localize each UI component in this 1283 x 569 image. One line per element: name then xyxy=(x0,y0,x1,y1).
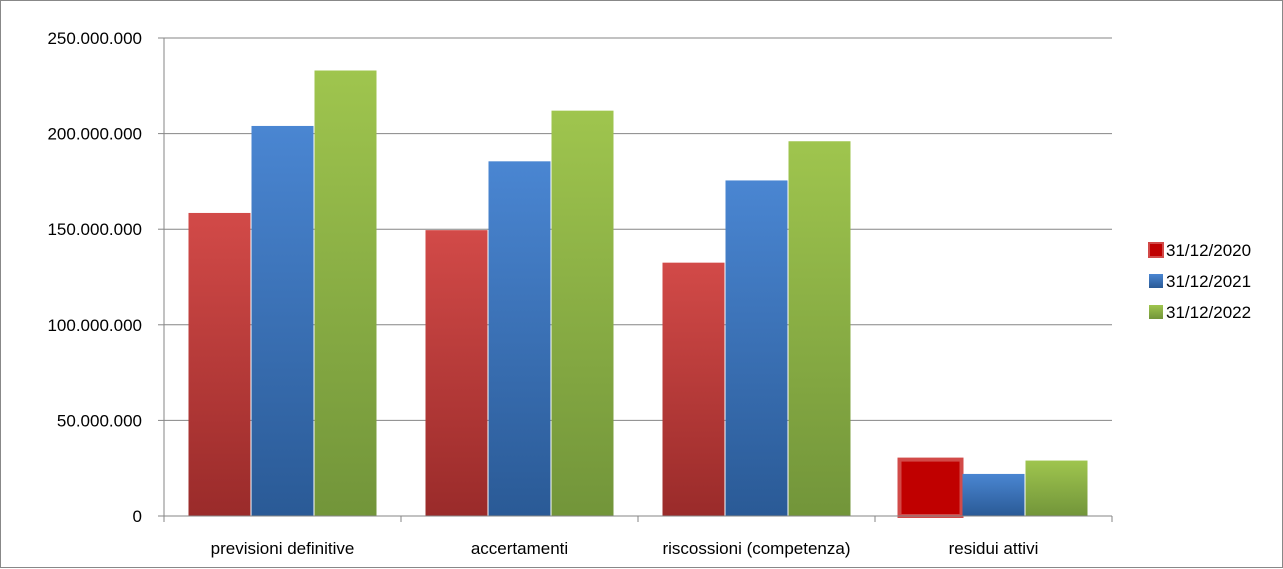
bar-31-12-2020-riscossioni-competenza- xyxy=(662,262,725,516)
x-category-label: previsioni definitive xyxy=(211,539,355,558)
bar-31-12-2020-accertamenti xyxy=(425,230,488,516)
bars xyxy=(188,70,1088,519)
axes: 0 50.000.000 100.000.000 150.000.000 200.000… xyxy=(47,29,1113,558)
bar-31-12-2021-riscossioni-competenza- xyxy=(725,180,788,516)
y-tick-label: 100.000.000 xyxy=(47,316,142,335)
legend-swatch xyxy=(1149,274,1163,288)
bar-31-12-2022-previsioni-definitive xyxy=(314,70,377,516)
bar-31-12-2022-riscossioni-competenza- xyxy=(788,141,851,517)
bar-31-12-2020-previsioni-definitive xyxy=(188,212,251,516)
bar-31-12-2022-residui-attivi xyxy=(1025,460,1088,516)
bar-31-12-2022-accertamenti xyxy=(551,110,614,516)
bar-31-12-2020-residui-attivi xyxy=(897,457,964,519)
x-category-label: riscossioni (competenza) xyxy=(662,539,850,558)
bar-31-12-2021-accertamenti xyxy=(488,161,551,516)
legend-label: 31/12/2021 xyxy=(1166,272,1251,291)
y-tick-label: 150.000.000 xyxy=(47,220,142,239)
x-category-label: accertamenti xyxy=(471,539,568,558)
bar-31-12-2021-residui-attivi xyxy=(962,473,1025,516)
legend-swatch xyxy=(1149,305,1163,319)
x-category-label: residui attivi xyxy=(949,539,1039,558)
legend-label: 31/12/2022 xyxy=(1166,303,1251,322)
y-tick-label: 250.000.000 xyxy=(47,29,142,48)
bar-31-12-2021-previsioni-definitive xyxy=(251,125,314,517)
y-tick-label: 0 xyxy=(133,507,142,526)
legend-label: 31/12/2020 xyxy=(1166,241,1251,260)
legend-swatch xyxy=(1148,242,1164,258)
y-tick-label: 50.000.000 xyxy=(57,411,142,430)
y-tick-label: 200.000.000 xyxy=(47,125,142,144)
legend: 31/12/2020 31/12/2021 31/12/2022 xyxy=(1148,241,1251,322)
